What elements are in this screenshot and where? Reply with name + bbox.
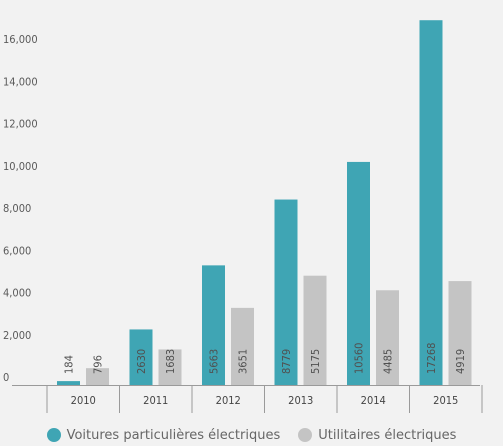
- x-tick-label: 2014: [361, 394, 386, 407]
- bar-voitures: [347, 161, 370, 385]
- data-label: 2630: [135, 349, 148, 374]
- chart-legend: Voitures particulières électriques Utili…: [0, 424, 503, 446]
- legend-swatch-utilitaires: [298, 428, 313, 442]
- data-label: 4485: [382, 349, 395, 374]
- y-tick-label: 0: [3, 371, 9, 384]
- x-tick-label: 2011: [143, 394, 168, 407]
- legend-item-voitures: Voitures particulières électriques: [46, 427, 281, 443]
- legend-item-utilitaires: Utilitaires électriques: [298, 428, 456, 443]
- y-tick-label: 12,000: [3, 118, 38, 131]
- bar-voitures: [274, 199, 298, 385]
- bar-voitures: [419, 20, 443, 385]
- legend-swatch-voitures: [46, 428, 61, 442]
- bar-utilitaires: [448, 281, 472, 385]
- y-tick-label: 16,000: [3, 33, 38, 46]
- legend-label-voitures: Voitures particulières électriques: [66, 427, 281, 443]
- bar-voitures: [202, 265, 225, 385]
- data-label: 5663: [208, 349, 221, 374]
- data-label: 1683: [164, 349, 177, 374]
- data-label: 3651: [237, 349, 250, 374]
- data-label: 5175: [309, 349, 322, 374]
- data-label: 10560: [353, 343, 366, 374]
- x-tick-label: 2013: [288, 394, 313, 407]
- legend-label-utilitaires: Utilitaires électriques: [318, 427, 457, 443]
- y-tick-label: 6,000: [3, 244, 31, 257]
- bar-utilitaires: [376, 290, 399, 385]
- y-tick-label: 10,000: [3, 160, 38, 173]
- data-label: 796: [92, 355, 105, 374]
- x-tick-label: 2012: [216, 394, 241, 407]
- data-label: 8779: [280, 349, 293, 374]
- bar-utilitaires: [158, 349, 182, 385]
- y-tick-label: 14,000: [3, 75, 38, 88]
- data-label: 184: [63, 355, 76, 374]
- x-tick-label: 2010: [71, 394, 96, 407]
- bar-utilitaires: [231, 307, 254, 385]
- x-tick-label: 2015: [433, 394, 458, 407]
- bar-utilitaires: [303, 275, 327, 385]
- bar-utilitaires: [86, 368, 109, 385]
- data-label: 4919: [454, 349, 467, 374]
- y-tick-label: 8,000: [3, 202, 31, 215]
- y-tick-label: 2,000: [3, 329, 31, 342]
- bar-voitures: [129, 329, 153, 385]
- y-tick-label: 4,000: [3, 287, 31, 300]
- bar-voitures: [57, 381, 80, 385]
- data-label: 17268: [425, 343, 438, 374]
